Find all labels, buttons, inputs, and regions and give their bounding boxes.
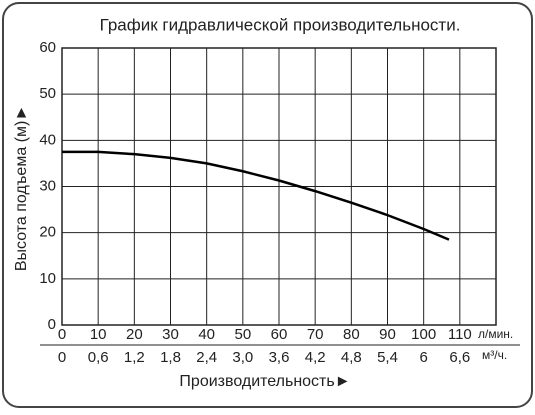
x2-tick-label: 2,4 <box>196 349 217 366</box>
y-tick-label: 0 <box>48 316 56 333</box>
x-tick-label: 30 <box>162 326 179 343</box>
x2-tick-label: 0,6 <box>88 349 109 366</box>
x2-tick-label: 0 <box>58 349 66 366</box>
y-tick-label: 20 <box>39 224 56 241</box>
x-tick-label: 50 <box>234 326 251 343</box>
x-tick-label: 90 <box>379 326 396 343</box>
x2-tick-label: 6,6 <box>449 349 470 366</box>
x-tick-label: 0 <box>58 326 66 343</box>
x-tick-label: 70 <box>307 326 324 343</box>
y-tick-label: 60 <box>39 39 56 56</box>
y-tick-label: 40 <box>39 131 56 148</box>
x2-tick-label: 3,0 <box>232 349 253 366</box>
x-tick-label: 10 <box>90 326 107 343</box>
frame <box>2 2 533 408</box>
y-tick-label: 30 <box>39 177 56 194</box>
x-tick-label: 110 <box>448 326 472 343</box>
x-tick-label: 100 <box>411 326 436 343</box>
x-axis-label: Производительность► <box>179 373 350 390</box>
x2-tick-label: 3,6 <box>269 349 290 366</box>
x-unit: л/мин. <box>478 327 513 341</box>
y-tick-label: 10 <box>39 270 56 287</box>
y-axis-label: Высота подъема (м)► <box>13 105 30 271</box>
x-tick-label: 80 <box>343 326 360 343</box>
x-tick-label: 20 <box>126 326 143 343</box>
chart-title: График гидравлической производительности… <box>100 15 461 34</box>
x2-tick-label: 1,2 <box>124 349 145 366</box>
x-tick-label: 60 <box>271 326 288 343</box>
x2-tick-label: 5,4 <box>377 349 398 366</box>
x2-unit: м³/ч. <box>482 348 507 362</box>
curve <box>62 150 450 241</box>
x2-tick-label: 1,8 <box>160 349 181 366</box>
x-tick-label: 40 <box>198 326 215 343</box>
y-tick-label: 50 <box>39 85 56 102</box>
x2-tick-label: 4,8 <box>341 349 362 366</box>
x2-tick-label: 6 <box>419 349 427 366</box>
x2-tick-label: 4,2 <box>305 349 326 366</box>
